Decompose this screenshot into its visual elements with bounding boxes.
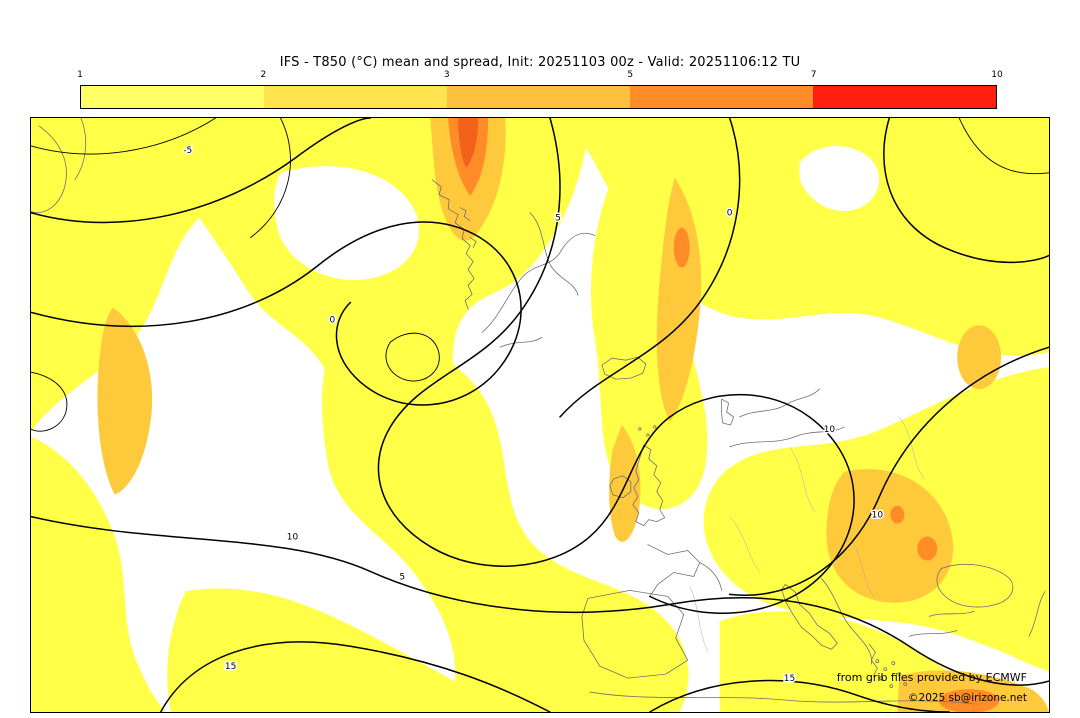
contour-label: 15 (225, 662, 236, 672)
contour-label: 5 (555, 214, 561, 224)
spread-deep-regions (458, 118, 479, 168)
weather-map: 5 5 10 15 10 0 -5 0 10 15 (31, 118, 1049, 712)
contour-label: 5 (399, 572, 405, 582)
contour-label: 0 (330, 315, 336, 325)
colorbar-tick: 2 (260, 70, 267, 80)
map-frame: 5 5 10 15 10 0 -5 0 10 15 from grib file… (30, 117, 1050, 713)
colorbar-tick: 5 (627, 70, 634, 80)
contour-label: 10 (824, 425, 836, 435)
colorbar-segment-1 (81, 86, 264, 108)
contour-labels: 5 5 10 15 10 0 -5 0 10 15 (182, 144, 885, 685)
contour-label: 10 (287, 533, 299, 543)
attribution-source: from grib files provided by ECMWF (836, 671, 1027, 684)
contour-lines (31, 118, 1049, 712)
contour-label: 15 (784, 674, 795, 684)
country-borders (689, 416, 925, 652)
colorbar-segment-3 (447, 86, 630, 108)
page-title: IFS - T850 (°C) mean and spread, Init: 2… (279, 55, 801, 70)
colorbar-tick: 10 (991, 70, 1003, 80)
colorbar-segment-4 (630, 86, 813, 108)
spread-colorbar (80, 85, 997, 109)
colorbar-tick: 7 (810, 70, 817, 80)
colorbar-tick: 3 (443, 70, 450, 80)
spread-yellow-regions (31, 118, 1049, 712)
colorbar-ticks: 1 2 3 5 7 10 (77, 70, 1003, 82)
contour-label: -5 (183, 146, 192, 156)
colorbar-segment-5 (813, 86, 996, 108)
attribution-copyright: ©2025 sb@irizone.net (908, 692, 1027, 704)
colorbar-segment-2 (264, 86, 447, 108)
low-spread-holes (274, 145, 880, 447)
contour-label: 10 (872, 511, 884, 521)
colorbar-tick: 1 (77, 70, 83, 80)
contour-label: 0 (727, 209, 733, 219)
